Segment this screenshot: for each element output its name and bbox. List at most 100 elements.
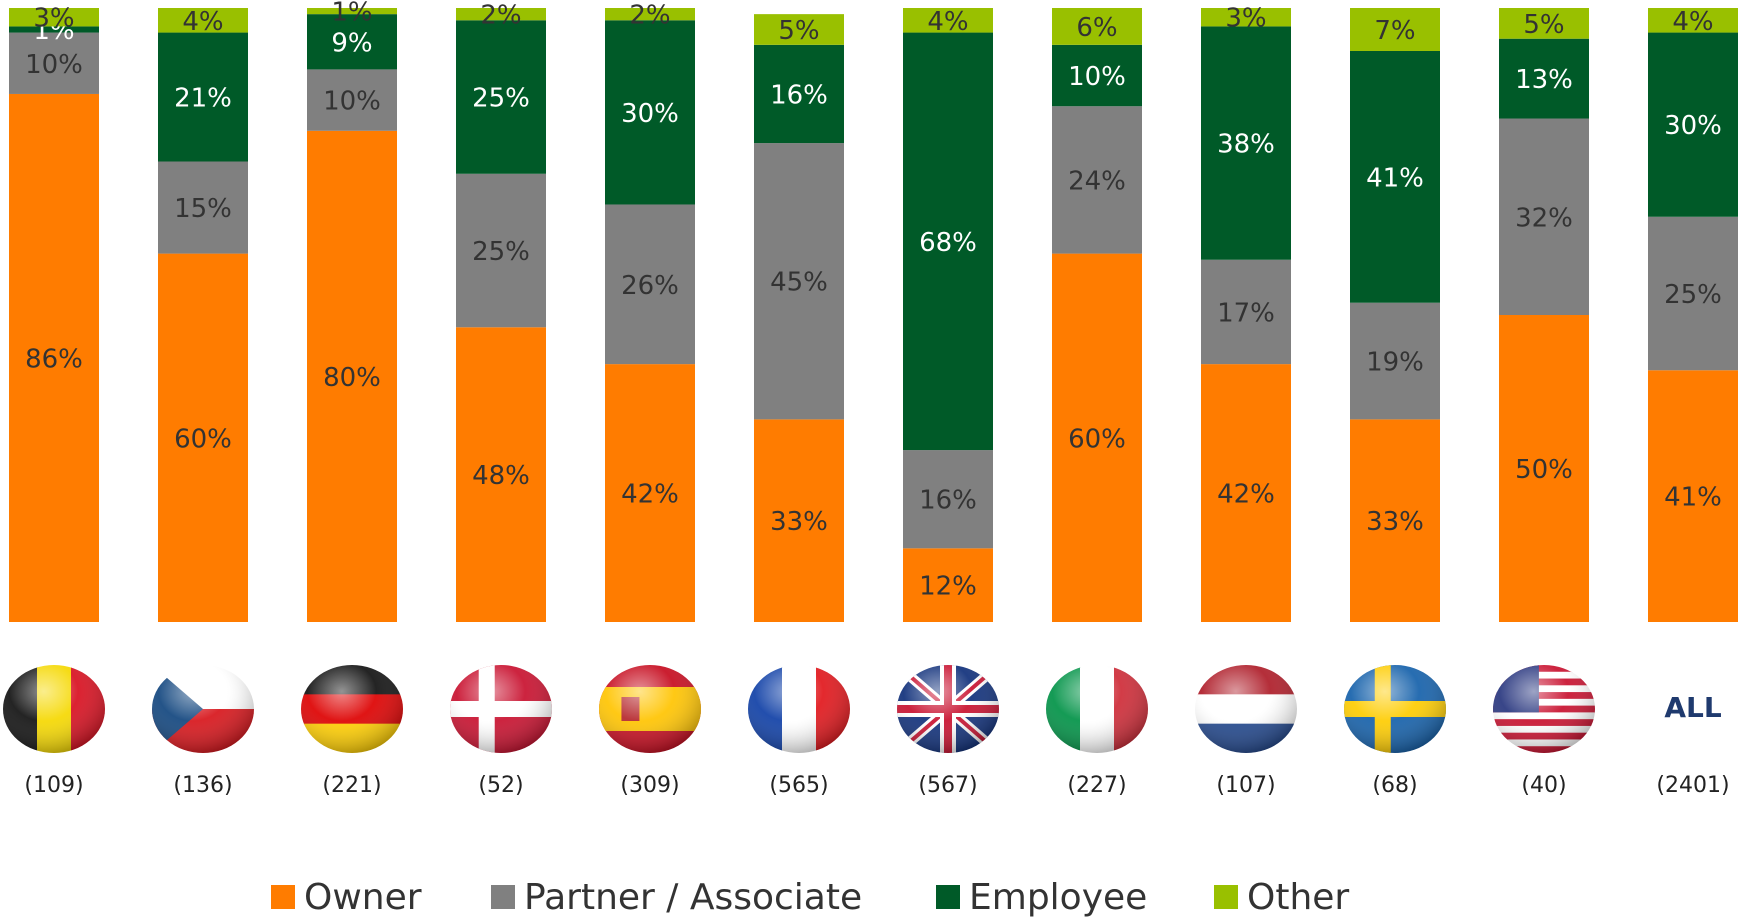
bar-segment	[903, 8, 993, 33]
sample-size: (52)	[478, 773, 523, 798]
sample-size: (68)	[1372, 773, 1417, 798]
bar-segment	[1350, 302, 1440, 420]
bar-segment	[605, 364, 695, 622]
data-label: 2%	[629, 1, 670, 31]
legend-swatch	[936, 885, 960, 909]
legend-label: Partner / Associate	[524, 877, 862, 918]
bar-segment	[1052, 106, 1142, 254]
bar-segment	[1350, 8, 1440, 51]
data-label: 50%	[1515, 455, 1573, 485]
sample-size: (227)	[1067, 773, 1126, 798]
data-label: 86%	[25, 344, 83, 374]
flag-gloss	[1493, 665, 1595, 753]
bar-segment	[754, 419, 844, 622]
data-label: 4%	[1672, 7, 1713, 37]
bar-segment	[307, 14, 397, 70]
bar-segment	[1052, 8, 1142, 45]
data-label: 15%	[174, 194, 232, 224]
data-label: 17%	[1217, 298, 1275, 328]
bar-segment	[1648, 8, 1738, 33]
data-label: 26%	[621, 271, 679, 301]
flag-gloss	[1046, 665, 1148, 753]
bar-segment	[158, 32, 248, 162]
data-label: 60%	[1068, 424, 1126, 454]
data-label: 68%	[919, 228, 977, 258]
legend-swatch	[1214, 885, 1238, 909]
data-label: 60%	[174, 424, 232, 454]
data-label: 3%	[1225, 4, 1266, 34]
flag-gloss	[748, 665, 850, 753]
data-label: 41%	[1664, 483, 1722, 513]
bar-segment	[903, 450, 993, 549]
bar-segment	[1350, 419, 1440, 622]
data-label: 16%	[919, 486, 977, 516]
data-label: 80%	[323, 363, 381, 393]
data-label: 19%	[1366, 348, 1424, 378]
data-label: 48%	[472, 461, 530, 491]
data-label: 42%	[621, 480, 679, 510]
data-label: 1%	[331, 0, 372, 28]
flag-gloss	[897, 665, 999, 753]
bar-segment	[1350, 50, 1440, 303]
data-label: 33%	[770, 507, 828, 537]
data-label: 10%	[25, 50, 83, 80]
bar-segment	[456, 8, 546, 21]
flag-gloss	[1195, 665, 1297, 753]
sample-size: (136)	[173, 773, 232, 798]
data-label: 30%	[1664, 111, 1722, 141]
sample-size: (107)	[1216, 773, 1275, 798]
data-label: 25%	[472, 84, 530, 114]
bar-segment	[1499, 315, 1589, 622]
legend-label: Owner	[304, 877, 422, 918]
bar-segment	[307, 130, 397, 623]
bar-segment	[1201, 26, 1291, 260]
data-label: 41%	[1366, 163, 1424, 193]
data-label: 21%	[174, 84, 232, 114]
data-label: 42%	[1217, 480, 1275, 510]
data-label: 5%	[778, 16, 819, 46]
bar-segment	[1499, 118, 1589, 316]
bar-segment	[9, 32, 99, 94]
sample-size: (221)	[322, 773, 381, 798]
legend-swatch	[271, 885, 295, 909]
data-label: 25%	[472, 237, 530, 267]
sample-size: (567)	[918, 773, 977, 798]
data-label: 12%	[919, 572, 977, 602]
bar-segment	[456, 173, 546, 328]
bar-segment	[158, 161, 248, 254]
data-label: 3%	[33, 4, 74, 34]
bar-segment	[903, 548, 993, 622]
bar-segment	[456, 327, 546, 622]
flag-gloss	[152, 665, 254, 753]
legend-label: Employee	[969, 877, 1147, 918]
bar-segment	[605, 8, 695, 21]
sample-size: (2401)	[1656, 773, 1729, 798]
bar-segment	[1052, 253, 1142, 622]
data-label: 4%	[927, 7, 968, 37]
bar-segment	[605, 204, 695, 365]
bar-segment	[9, 8, 99, 27]
bar-segment	[754, 44, 844, 144]
category-label: ALL	[1664, 691, 1722, 724]
bar-segment	[605, 20, 695, 205]
data-label: 5%	[1523, 10, 1564, 40]
data-label: 16%	[770, 80, 828, 110]
bar-segment	[9, 26, 99, 33]
bar-segment	[1499, 8, 1589, 39]
bar-segment	[307, 69, 397, 131]
data-label: 10%	[1068, 62, 1126, 92]
flag-gloss	[1344, 665, 1446, 753]
sample-size: (40)	[1521, 773, 1566, 798]
flag-gloss	[301, 665, 403, 753]
bar-segment	[1648, 216, 1738, 371]
data-label: 24%	[1068, 166, 1126, 196]
bar-segment	[1201, 364, 1291, 622]
data-label: 30%	[621, 99, 679, 129]
bar-segment	[1648, 32, 1738, 217]
sample-size: (565)	[769, 773, 828, 798]
bar-segment	[158, 253, 248, 622]
legend-swatch	[491, 885, 515, 909]
data-label: 2%	[480, 1, 521, 31]
sample-size: (309)	[620, 773, 679, 798]
